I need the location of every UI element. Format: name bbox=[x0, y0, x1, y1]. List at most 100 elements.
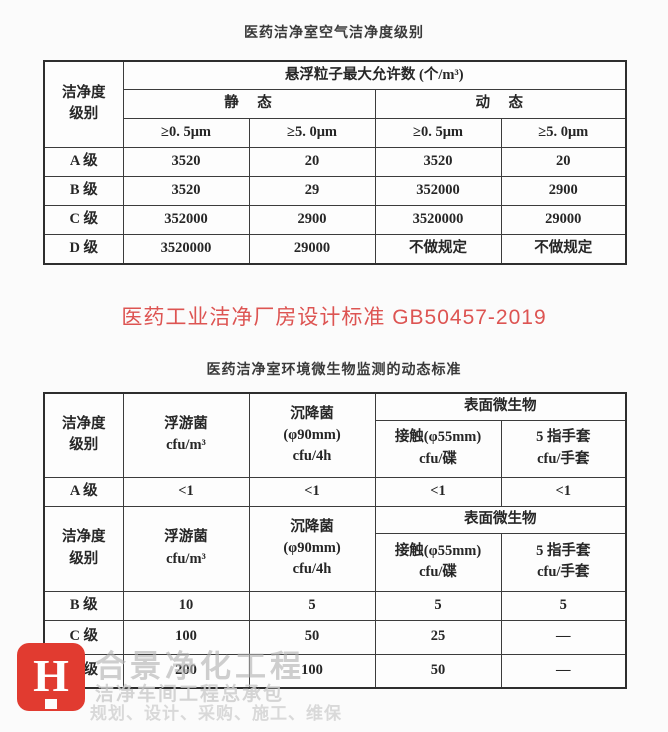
surface-microbe-span-header: 表面微生物 bbox=[374, 392, 627, 421]
value-cell: 200 bbox=[122, 653, 250, 689]
level-header-line2: 级别 bbox=[69, 550, 99, 567]
value-cell: 2900 bbox=[248, 204, 376, 235]
value-cell: 20 bbox=[500, 146, 627, 177]
settle-line3: cfu/4h bbox=[292, 561, 332, 577]
value-cell: 100 bbox=[122, 619, 250, 655]
value-cell: 10 bbox=[122, 590, 250, 621]
table-row: A 级 <1 <1 <1 <1 bbox=[43, 476, 627, 507]
table-row: C 级 352000 2900 3520000 29000 bbox=[43, 204, 627, 235]
settle-line2: (φ90mm) bbox=[283, 426, 341, 443]
sub-header-cell: ≥5. 0μm bbox=[248, 117, 376, 148]
table-row: D 级 200 100 50 — bbox=[43, 653, 627, 689]
value-cell: 50 bbox=[248, 619, 376, 655]
airborne-line1: 浮游菌 bbox=[164, 416, 208, 433]
table-row: B 级 3520 29 352000 2900 bbox=[43, 175, 627, 206]
value-cell: <1 bbox=[374, 476, 502, 507]
level-cell: A 级 bbox=[43, 146, 124, 177]
table-row: 洁净度 级别 悬浮粒子最大允许数 (个/m³) bbox=[43, 60, 627, 148]
level-cell: D 级 bbox=[43, 233, 124, 265]
level-cell: C 级 bbox=[43, 619, 124, 655]
sub-header-cell: ≥0. 5μm bbox=[122, 117, 250, 148]
level-header-line1: 洁净度 bbox=[62, 529, 106, 546]
value-cell: 29000 bbox=[500, 204, 627, 235]
table-row: 洁净度 级别 浮游菌 cfu/m³ 沉降菌 (φ90mm) cfu/4h 表面微… bbox=[43, 505, 627, 592]
settle-line3: cfu/4h bbox=[292, 447, 332, 464]
settle-bacteria-header: 沉降菌 (φ90mm) cfu/4h bbox=[248, 505, 376, 592]
level-header-line2: 级别 bbox=[69, 106, 99, 123]
glove-line2: cfu/手套 bbox=[537, 564, 590, 580]
glove-line2: cfu/手套 bbox=[537, 450, 590, 467]
airborne-line2: cfu/m³ bbox=[166, 550, 206, 567]
value-cell: 3520 bbox=[122, 146, 250, 177]
value-cell: 5 bbox=[500, 590, 627, 621]
level-header-line1: 洁净度 bbox=[62, 416, 106, 433]
airborne-bacteria-header: 浮游菌 cfu/m³ bbox=[122, 505, 250, 592]
value-cell: <1 bbox=[122, 476, 250, 507]
table-row: D 级 3520000 29000 不做规定 不做规定 bbox=[43, 233, 627, 265]
table-row: C 级 100 50 25 — bbox=[43, 619, 627, 655]
settle-line2: (φ90mm) bbox=[283, 539, 341, 556]
dynamic-state-header: 动 态 bbox=[374, 88, 627, 119]
value-cell: 3520000 bbox=[122, 233, 250, 265]
value-cell: 100 bbox=[248, 653, 376, 689]
value-cell: <1 bbox=[248, 476, 376, 507]
value-cell: 20 bbox=[248, 146, 376, 177]
settle-line1: 沉降菌 bbox=[290, 405, 334, 422]
table-row: 接触(φ55mm) cfu/碟 5 指手套 cfu/手套 bbox=[44, 532, 627, 592]
glove-line1: 5 指手套 bbox=[536, 429, 591, 446]
level-header-cell: 洁净度 级别 bbox=[43, 60, 124, 148]
contact-line2: cfu/碟 bbox=[419, 450, 457, 467]
glove-line1: 5 指手套 bbox=[536, 542, 591, 559]
level-header-line2: 级别 bbox=[69, 437, 99, 454]
value-cell: 3520 bbox=[122, 175, 250, 206]
table-row: A 级 3520 20 3520 20 bbox=[43, 146, 627, 177]
sub-header-cell: ≥0. 5μm bbox=[374, 117, 502, 148]
surface-microbe-span-header: 表面微生物 bbox=[374, 505, 627, 534]
table-row: 静 态 动 态 bbox=[44, 88, 627, 119]
contact-plate-header: 接触(φ55mm) cfu/碟 bbox=[374, 532, 502, 592]
table-row: B 级 10 5 5 5 bbox=[43, 590, 627, 621]
value-cell: 不做规定 bbox=[374, 233, 502, 265]
table-row: 接触(φ55mm) cfu/碟 5 指手套 cfu/手套 bbox=[44, 419, 627, 478]
contact-plate-header: 接触(φ55mm) cfu/碟 bbox=[374, 419, 502, 478]
value-cell: 3520 bbox=[374, 146, 502, 177]
airborne-line1: 浮游菌 bbox=[164, 529, 208, 546]
level-cell: B 级 bbox=[43, 175, 124, 206]
microbial-monitoring-table: 洁净度 级别 浮游菌 cfu/m³ 沉降菌 (φ90mm) cfu/4h 表面微… bbox=[43, 392, 627, 689]
airborne-bacteria-header: 浮游菌 cfu/m³ bbox=[122, 392, 250, 478]
table-row: 洁净度 级别 浮游菌 cfu/m³ 沉降菌 (φ90mm) cfu/4h 表面微… bbox=[43, 392, 627, 478]
level-header-cell: 洁净度 级别 bbox=[43, 505, 124, 592]
value-cell: 352000 bbox=[374, 175, 502, 206]
glove-header: 5 指手套 cfu/手套 bbox=[500, 419, 627, 478]
value-cell: — bbox=[500, 619, 627, 655]
value-cell: 5 bbox=[374, 590, 502, 621]
logo-notch bbox=[45, 699, 57, 709]
table1-title: 医药洁净室空气洁净度级别 bbox=[244, 24, 424, 40]
standard-title: 医药工业洁净厂房设计标准 GB50457-2019 bbox=[121, 306, 547, 329]
table-row: ≥0. 5μm ≥5. 0μm ≥0. 5μm ≥5. 0μm bbox=[44, 117, 627, 148]
watermark-services: 规划、设计、采购、施工、维保 bbox=[90, 704, 342, 723]
value-cell: 5 bbox=[248, 590, 376, 621]
contact-line1: 接触(φ55mm) bbox=[394, 429, 482, 446]
value-cell: 29000 bbox=[248, 233, 376, 265]
glove-header: 5 指手套 cfu/手套 bbox=[500, 532, 627, 592]
settle-line1: 沉降菌 bbox=[290, 518, 334, 535]
value-cell: 352000 bbox=[122, 204, 250, 235]
particles-span-header: 悬浮粒子最大允许数 (个/m³) bbox=[122, 60, 627, 90]
level-header-cell: 洁净度 级别 bbox=[43, 392, 124, 478]
level-cell: A 级 bbox=[43, 476, 124, 507]
value-cell: 2900 bbox=[500, 175, 627, 206]
level-cell: B 级 bbox=[43, 590, 124, 621]
contact-line2: cfu/碟 bbox=[419, 564, 457, 580]
value-cell: 不做规定 bbox=[500, 233, 627, 265]
value-cell: 50 bbox=[374, 653, 502, 689]
sub-header-cell: ≥5. 0μm bbox=[500, 117, 627, 148]
value-cell: 25 bbox=[374, 619, 502, 655]
settle-bacteria-header: 沉降菌 (φ90mm) cfu/4h bbox=[248, 392, 376, 478]
value-cell: — bbox=[500, 653, 627, 689]
level-header-line1: 洁净度 bbox=[62, 85, 106, 102]
table2-title: 医药洁净室环境微生物监测的动态标准 bbox=[206, 361, 462, 377]
value-cell: 29 bbox=[248, 175, 376, 206]
level-cell: C 级 bbox=[43, 204, 124, 235]
